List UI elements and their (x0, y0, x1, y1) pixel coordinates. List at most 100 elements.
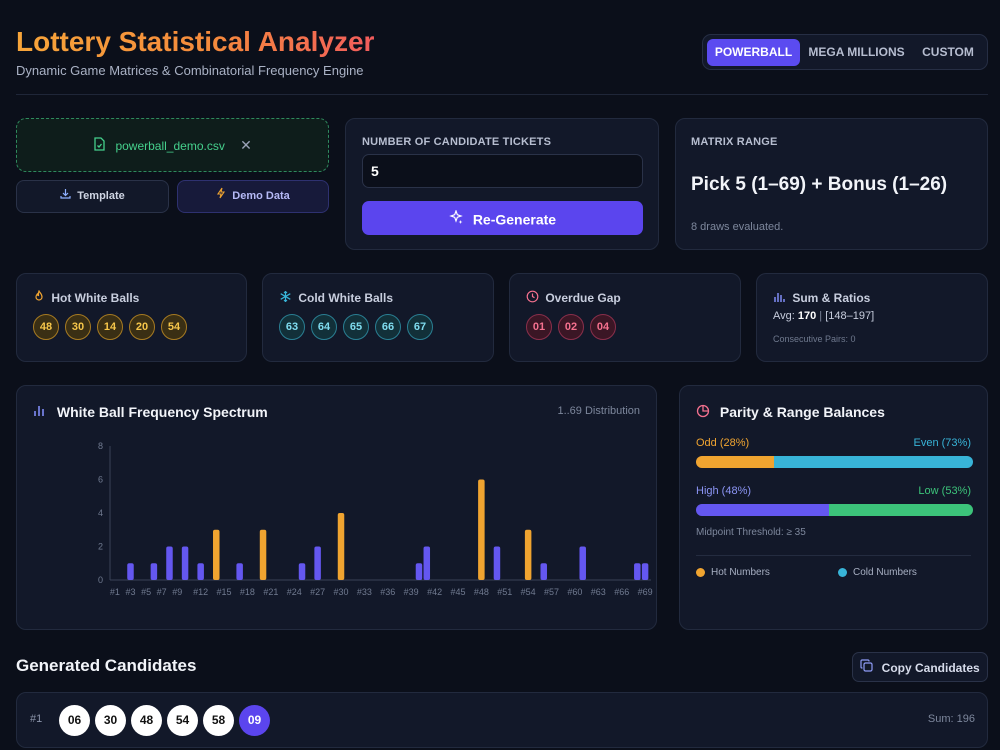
remove-file-icon[interactable]: ✕ (240, 137, 252, 153)
x-tick-label: #15 (217, 587, 232, 597)
lightning-icon (216, 181, 226, 212)
x-tick-label: #21 (263, 587, 278, 597)
legend-hot-label: Hot Numbers (711, 567, 770, 578)
frequency-bar[interactable] (150, 563, 158, 580)
hot-balls-list: 48 30 14 20 54 (33, 314, 187, 340)
uploaded-filename: powerball_demo.csv (115, 138, 225, 153)
frequency-bar[interactable] (181, 546, 189, 581)
clock-icon (526, 290, 539, 306)
cold-legend-dot (838, 568, 847, 577)
demo-data-label: Demo Data (232, 190, 290, 202)
y-tick-label: 0 (98, 575, 103, 585)
parity-card: Parity & Range Balances Odd (28%) Even (… (679, 385, 988, 630)
download-icon (60, 181, 71, 212)
frequency-bar[interactable] (298, 563, 306, 580)
hot-balls-title: Hot White Balls (51, 291, 140, 305)
hot-frequency-bar[interactable] (259, 529, 267, 580)
low-label: Low (53%) (918, 485, 971, 497)
candidate-row[interactable]: #1 06 30 48 54 58 09 Sum: 196 (16, 692, 988, 748)
frequency-bar[interactable] (641, 563, 649, 580)
game-tabs: POWERBALL MEGA MILLIONS CUSTOM (702, 34, 988, 70)
frequency-bar[interactable] (634, 563, 641, 580)
x-tick-label: #12 (193, 587, 208, 597)
file-dropzone[interactable]: powerball_demo.csv ✕ (16, 118, 329, 172)
frequency-bar[interactable] (540, 563, 547, 580)
frequency-bar[interactable] (415, 563, 423, 580)
regenerate-button[interactable]: Re-Generate (362, 201, 643, 235)
template-label: Template (77, 190, 125, 202)
sum-ratios-card: Sum & Ratios Avg: 170 | [148–197] Consec… (756, 273, 988, 362)
x-tick-label: #39 (404, 587, 419, 597)
pie-chart-icon (696, 404, 710, 421)
hot-frequency-bar[interactable] (213, 529, 220, 580)
frequency-bar[interactable] (423, 546, 431, 581)
frequency-chart-icon (33, 404, 47, 420)
app-subtitle: Dynamic Game Matrices & Combinatorial Fr… (16, 63, 364, 78)
cold-ball: 67 (407, 314, 433, 340)
copy-candidates-label: Copy Candidates (881, 660, 980, 675)
file-icon (93, 137, 106, 154)
sum-ratios-title: Sum & Ratios (792, 291, 871, 305)
candidate-ball: 48 (131, 705, 162, 736)
consecutive-pairs: Consecutive Pairs: 0 (773, 334, 856, 344)
hot-frequency-bar[interactable] (524, 529, 532, 580)
copy-candidates-button[interactable]: Copy Candidates (852, 652, 988, 682)
frequency-bar[interactable] (127, 563, 134, 580)
frequency-bar[interactable] (166, 546, 173, 581)
frequency-card: White Ball Frequency Spectrum 1..69 Dist… (16, 385, 657, 630)
x-tick-label: #48 (474, 587, 489, 597)
x-tick-label: #51 (497, 587, 512, 597)
frequency-bar-chart: 0 2 4 6 8 #1 #3 #5 #7 #9 #12 #15 #18 #21 #24 #27 #30 #33 #… (98, 441, 653, 597)
matrix-card: MATRIX RANGE Pick 5 (1–69) + Bonus (1–26… (675, 118, 988, 250)
tickets-input[interactable]: 5 (362, 154, 643, 188)
hot-ball: 30 (65, 314, 91, 340)
frequency-bar[interactable] (314, 546, 321, 581)
hot-legend-dot (696, 568, 705, 577)
y-tick-label: 6 (98, 475, 103, 485)
low-segment (828, 504, 973, 516)
even-label: Even (73%) (913, 437, 971, 449)
parity-divider (696, 555, 971, 556)
x-tick-label: #45 (450, 587, 465, 597)
frequency-bar[interactable] (579, 546, 586, 581)
y-tick-label: 8 (98, 441, 103, 451)
x-tick-label: #63 (591, 587, 606, 597)
tab-custom[interactable]: CUSTOM (922, 45, 974, 59)
candidate-bonus-ball: 09 (239, 705, 270, 736)
bar-chart-icon (773, 290, 786, 306)
hot-frequency-bar[interactable] (337, 513, 345, 580)
overdue-balls-list: 01 02 04 (526, 314, 616, 340)
regenerate-label: Re-Generate (472, 211, 557, 228)
frequency-title: White Ball Frequency Spectrum (56, 404, 268, 421)
sum-range: [148–197] (825, 310, 875, 322)
cold-ball: 66 (375, 314, 401, 340)
x-tick-label: #7 (157, 587, 167, 597)
candidate-ball: 54 (167, 705, 198, 736)
tickets-label: NUMBER OF CANDIDATE TICKETS (362, 136, 552, 148)
hot-ball: 54 (161, 314, 187, 340)
hot-frequency-bar[interactable] (478, 479, 485, 581)
overdue-ball: 01 (526, 314, 552, 340)
overdue-card: Overdue Gap 01 02 04 (509, 273, 741, 362)
sparkles-icon (449, 202, 463, 236)
x-tick-label: #57 (544, 587, 559, 597)
legend-cold: Cold Numbers (838, 567, 917, 578)
frequency-bar[interactable] (493, 546, 501, 581)
x-tick-label: #36 (380, 587, 395, 597)
app-title: Lottery Statistical Analyzer (16, 26, 375, 57)
frequency-bar[interactable] (236, 563, 243, 580)
x-tick-label: #1 (110, 587, 120, 597)
odd-label: Odd (28%) (696, 437, 750, 449)
demo-data-button[interactable]: Demo Data (177, 180, 329, 213)
tab-powerball[interactable]: POWERBALL (707, 39, 800, 66)
x-tick-label: #54 (521, 587, 536, 597)
cold-balls-card: Cold White Balls 63 64 65 66 67 (262, 273, 494, 362)
template-button[interactable]: Template (16, 180, 169, 213)
copy-icon (860, 654, 873, 682)
x-tick-label: #69 (638, 587, 653, 597)
x-tick-label: #30 (333, 587, 348, 597)
hot-balls-card: Hot White Balls 48 30 14 20 54 (16, 273, 247, 362)
frequency-bar[interactable] (197, 563, 204, 580)
tab-mega-millions[interactable]: MEGA MILLIONS (808, 45, 905, 59)
draws-evaluated: 8 draws evaluated. (691, 221, 784, 233)
